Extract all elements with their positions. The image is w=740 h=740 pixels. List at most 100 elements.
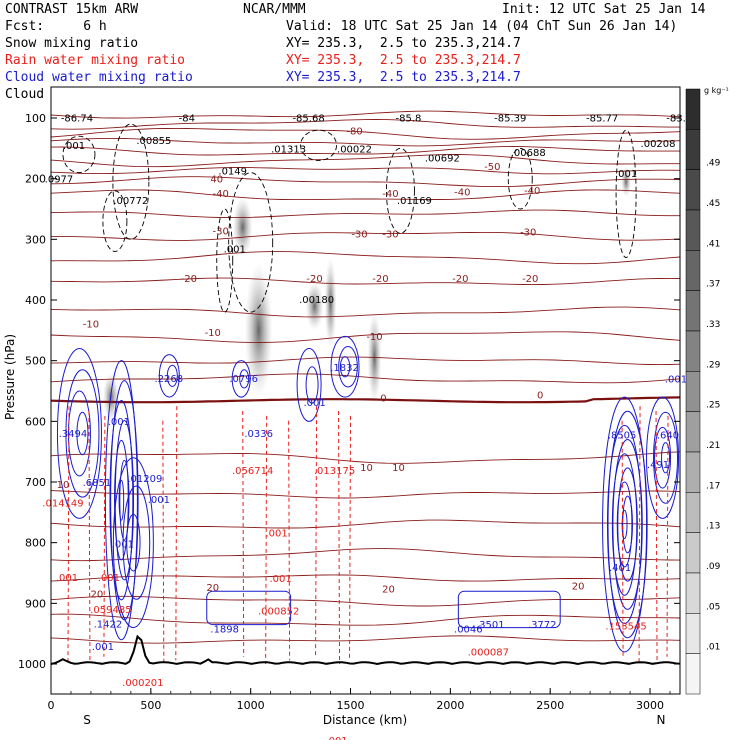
rain-water-contour <box>242 411 245 657</box>
cloud-water-contour <box>122 485 151 600</box>
temperature-label: -10 <box>366 332 382 343</box>
rain-water-label: .001 <box>266 529 288 540</box>
theta-contour <box>50 306 681 318</box>
x-tick-label: 1500 <box>337 699 365 712</box>
cloud-water-contour <box>112 457 154 629</box>
temperature-label: -20 <box>306 274 322 285</box>
cloud-water-label: .401 <box>609 563 631 574</box>
cloud-water-contour <box>607 410 648 639</box>
colorbar-label: .45 <box>706 199 720 209</box>
cloud-water-contour <box>166 364 178 387</box>
theta-contour <box>50 548 681 562</box>
colorbar-unit: g kg⁻¹ <box>704 86 729 95</box>
snow-shading <box>324 257 337 349</box>
colorbar-label: .13 <box>706 522 720 532</box>
colorbar-swatch <box>685 411 701 453</box>
cloud-water-label: .3494 <box>59 429 88 440</box>
snow-label: -85.8 <box>395 114 421 125</box>
y-tick-label: 900 <box>25 597 46 610</box>
temperature-label: -20 <box>181 274 197 285</box>
cloud-ice-label: .01169 <box>397 196 432 207</box>
cloud-ice-label: .001 <box>63 141 85 152</box>
north-label: N <box>657 713 666 727</box>
theta-contour <box>50 373 681 384</box>
legend-field-name: Snow mixing ratio <box>5 36 139 51</box>
theta-contour <box>50 127 681 140</box>
snow-label: -85.77 <box>586 114 618 125</box>
cloud-water-label: .001 <box>148 495 170 506</box>
cloud-water-label: .3501 <box>476 620 505 631</box>
rain-water-label: .000201 <box>122 678 163 689</box>
plot-area <box>51 87 680 694</box>
cloud-water-label: .0046 <box>454 624 483 635</box>
y-tick-label: 1000 <box>18 658 46 671</box>
south-label: S <box>83 713 91 727</box>
cloud-water-label: .0336 <box>244 429 273 440</box>
cloud-water-label: .640 <box>657 430 679 441</box>
colorbar-label: .01 <box>706 643 720 653</box>
theta-contour <box>50 519 681 529</box>
temperature-label: 40 <box>210 174 223 185</box>
y-tick-label: 800 <box>25 537 46 550</box>
cloud-water-contour <box>67 390 91 477</box>
temperature-label: 0 <box>380 393 386 404</box>
cloud-ice-contour <box>507 147 533 210</box>
colorbar-label: .09 <box>706 562 721 572</box>
temperature-label: -30 <box>213 226 229 237</box>
temperature-label: 20 <box>382 584 395 595</box>
cloud-ice-label: .00772 <box>113 196 148 207</box>
cloud-water-contour <box>239 369 250 389</box>
theta-contour <box>50 490 681 499</box>
rain-water-label: .059485 <box>90 605 131 616</box>
cloud-water-contour <box>661 442 671 474</box>
x-tick-label: 2500 <box>536 699 564 712</box>
colorbar-label: .25 <box>706 401 720 411</box>
cloud-ice-label: .00208 <box>641 139 676 150</box>
snow-label: -86.74 <box>61 114 93 125</box>
cloud-water-label: .3772 <box>528 620 557 631</box>
temperature-label: -80 <box>346 126 362 137</box>
temperature-label: 10 <box>360 463 373 474</box>
temperature-label: 10 <box>392 463 405 474</box>
theta-contour <box>50 595 681 607</box>
snow-label: -85.68 <box>292 114 324 125</box>
colorbar-label: .49 <box>706 159 721 169</box>
rain-water-contour <box>666 415 669 657</box>
colorbar-swatch <box>685 653 701 695</box>
snow-label: -84 <box>179 114 195 125</box>
temperature-label: -40 <box>524 186 540 197</box>
cloud-water-contour <box>114 419 135 581</box>
colorbar-swatch <box>685 371 701 412</box>
cloud-ice-label: .001 <box>224 245 246 256</box>
cloud-water-contour <box>457 590 561 629</box>
colorbar-swatch <box>685 572 701 614</box>
temperature-label: 10 <box>57 480 70 491</box>
cloud-water-contour <box>339 356 351 378</box>
cloud-water-contour <box>622 495 633 554</box>
theta-contour <box>50 189 681 201</box>
cloud-water-contour <box>338 346 358 388</box>
cloud-water-contour <box>621 509 628 540</box>
cloud-ice-contour <box>615 129 637 258</box>
cloud-water-contour <box>126 513 141 572</box>
cloud-water-contour <box>653 411 679 504</box>
cloud-water-contour <box>654 426 672 489</box>
rain-water-label: .001 <box>56 573 78 584</box>
x-tick-label: 3000 <box>636 699 664 712</box>
cloud-ice-contour <box>385 147 415 234</box>
rain-water-contour <box>638 406 641 665</box>
temperature-label: -30 <box>382 230 398 241</box>
cloud-water-contour <box>616 481 633 568</box>
freezing-level <box>50 396 681 404</box>
rain-water-contour <box>67 406 70 665</box>
rain-water-contour <box>162 420 165 665</box>
cloud-ice-contour <box>102 190 128 252</box>
colorbar-swatch <box>685 169 701 211</box>
cloud-water-label: .0796 <box>229 374 258 385</box>
rain-water-label: .013175 <box>314 466 355 477</box>
snow-shading <box>305 281 324 331</box>
theta-contour <box>50 137 681 147</box>
cloud-water-label: .1422 <box>94 620 123 631</box>
x-tick-label: 0 <box>48 699 55 712</box>
